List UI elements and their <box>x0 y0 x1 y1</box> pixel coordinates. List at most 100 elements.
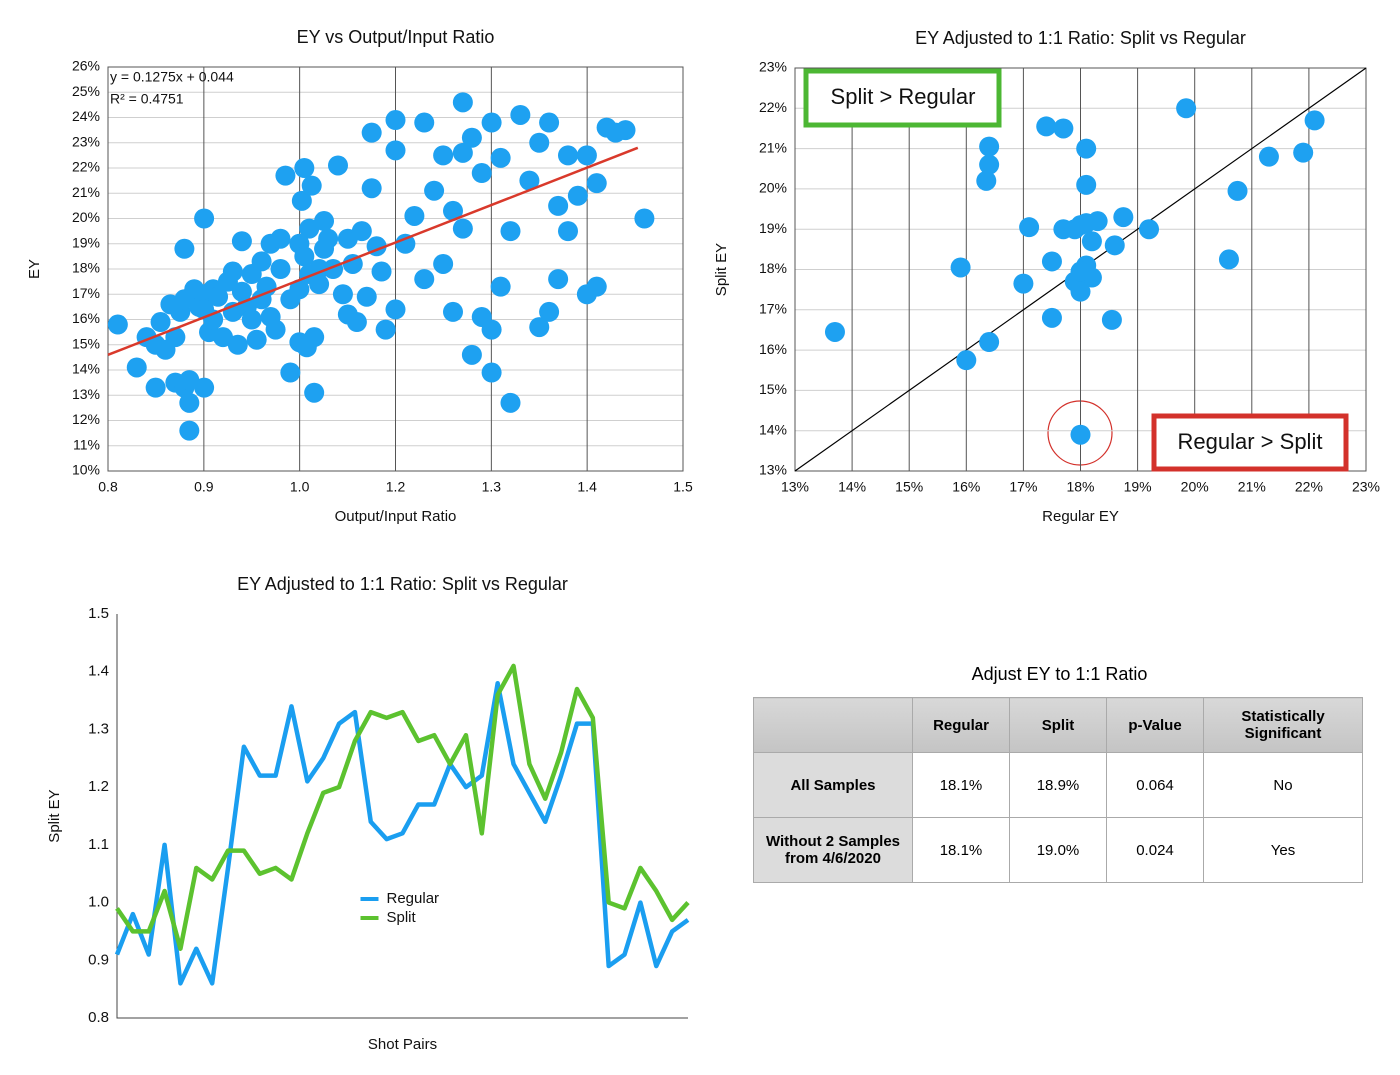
y-tick-label: 15% <box>759 381 787 397</box>
y-tick-label: 19% <box>72 234 100 250</box>
cell: No <box>1203 752 1363 818</box>
point <box>301 175 322 196</box>
y-tick-label: 16% <box>72 310 100 326</box>
point <box>318 228 339 249</box>
annotation-box <box>1151 413 1349 472</box>
chart-title: EY Adjusted to 1:1 Ratio: Split vs Regul… <box>915 28 1246 48</box>
point <box>280 362 301 383</box>
point <box>351 221 372 242</box>
point <box>1076 138 1097 159</box>
point <box>576 145 597 166</box>
point <box>548 195 569 216</box>
point <box>1013 273 1034 294</box>
y-tick-label: 14% <box>72 361 100 377</box>
y-tick-label: 13% <box>759 462 787 478</box>
x-tick-label: 0.8 <box>98 479 118 495</box>
x-tick-label: 19% <box>1124 479 1152 495</box>
point <box>299 218 320 239</box>
point <box>241 309 262 330</box>
cell: 18.1% <box>912 752 1010 818</box>
point <box>586 276 607 297</box>
point <box>1076 174 1097 195</box>
point <box>539 112 560 133</box>
chart-title: EY Adjusted to 1:1 Ratio: Split vs Regul… <box>237 574 568 594</box>
point <box>314 211 335 232</box>
y-tick-label: 12% <box>72 411 100 427</box>
y-axis-label: EY <box>26 259 43 279</box>
y-tick-label: 25% <box>72 83 100 99</box>
y-axis-label: Split EY <box>713 243 730 296</box>
point <box>1176 98 1197 119</box>
y-tick-label: 1.4 <box>88 663 109 680</box>
table: Regular Split p-Value Statistically Sign… <box>753 697 1363 883</box>
x-tick-label: 16% <box>952 479 980 495</box>
point <box>1139 219 1160 240</box>
point <box>956 350 977 371</box>
row: All Samples 18.1% 18.9% 0.064 No <box>753 752 1363 818</box>
point <box>246 329 267 350</box>
point <box>979 136 1000 157</box>
y-tick-label: 22% <box>72 159 100 175</box>
y-tick-label: 11% <box>73 436 100 452</box>
x-tick-label: 13% <box>781 479 809 495</box>
y-tick-label: 20% <box>759 180 787 196</box>
point <box>634 208 655 229</box>
point <box>481 319 502 340</box>
point <box>304 327 325 348</box>
point <box>1258 146 1279 167</box>
annotation: R² = 0.4751 <box>110 91 184 107</box>
point <box>179 392 200 413</box>
point <box>433 253 454 274</box>
point <box>539 301 560 322</box>
x-axis-label: Shot Pairs <box>368 1036 437 1053</box>
point <box>1104 235 1125 256</box>
point <box>548 269 569 290</box>
point <box>443 200 463 221</box>
y-tick-label: 10% <box>72 462 100 478</box>
point <box>461 127 482 148</box>
point <box>395 233 416 254</box>
point <box>126 357 147 378</box>
x-tick-label: 1.0 <box>290 479 310 495</box>
point <box>328 155 348 176</box>
axis-line <box>116 614 688 1019</box>
point <box>1053 118 1074 139</box>
x-tick-label: 1.5 <box>673 479 693 495</box>
cell: 18.1% <box>912 817 1010 883</box>
point <box>275 165 296 186</box>
point <box>165 327 186 348</box>
point <box>500 221 521 242</box>
y-tick-label: 26% <box>72 58 100 74</box>
point <box>490 276 511 297</box>
point <box>270 228 291 249</box>
point <box>1218 249 1239 270</box>
point <box>490 147 511 168</box>
point <box>361 178 382 199</box>
point <box>414 269 435 290</box>
x-tick-label: 14% <box>838 479 866 495</box>
y-tick-label: 17% <box>72 285 100 301</box>
point <box>291 190 312 211</box>
point <box>309 274 330 295</box>
y-tick-label: 1.5 <box>88 605 109 622</box>
row: Without 2 Samples from 4/6/2020 18.1% 19… <box>753 817 1363 883</box>
point <box>979 154 1000 175</box>
point <box>1036 116 1057 137</box>
point <box>375 319 396 340</box>
x-axis-label: Regular EY <box>1042 508 1119 525</box>
point <box>361 122 382 143</box>
x-tick-label: 20% <box>1181 479 1209 495</box>
point <box>289 279 310 300</box>
point <box>510 104 531 125</box>
table-title: Adjust EY to 1:1 Ratio <box>971 664 1148 684</box>
series-line <box>115 663 690 951</box>
x-axis-label: Output/Input Ratio <box>335 508 457 525</box>
y-tick-label: 0.9 <box>88 951 109 968</box>
point <box>424 180 445 201</box>
y-tick-label: 15% <box>72 335 100 351</box>
cell: Yes <box>1203 817 1363 883</box>
x-tick-label: 15% <box>895 479 923 495</box>
cell: 18.9% <box>1009 752 1107 818</box>
